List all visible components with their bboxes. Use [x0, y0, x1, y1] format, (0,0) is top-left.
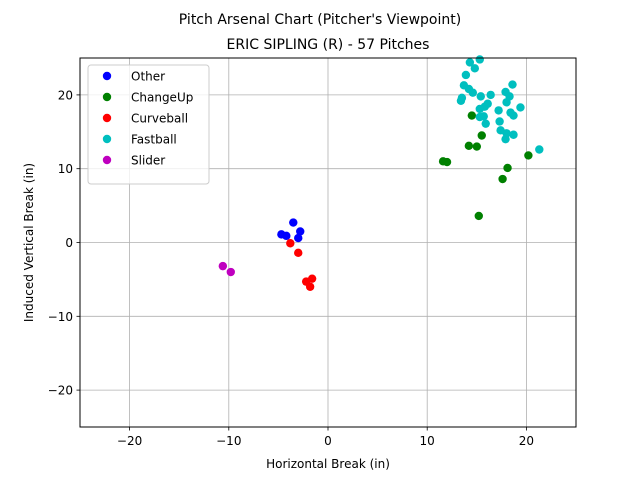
changeup-point — [477, 131, 486, 140]
y-tick-label: 20 — [58, 88, 73, 102]
fastball-point — [465, 58, 475, 67]
fastball-point — [475, 55, 484, 64]
fastball-point — [508, 80, 517, 89]
fastball-point — [494, 106, 503, 115]
legend-label-changeup: ChangeUp — [131, 91, 193, 105]
fastball-point — [456, 96, 466, 106]
legend: Other ChangeUp Curveball Fastball Slider — [87, 64, 210, 185]
y-tick-label: −20 — [48, 384, 73, 398]
x-tick-label: 10 — [420, 434, 435, 448]
chart-suptitle: Pitch Arsenal Chart (Pitcher's Viewpoint… — [179, 12, 461, 28]
fastball-point — [502, 98, 511, 107]
fastball-point — [509, 111, 518, 120]
legend-box — [87, 64, 210, 185]
changeup-point — [467, 111, 477, 120]
other-point — [282, 231, 291, 241]
fastball-point — [468, 88, 478, 97]
changeup-point — [442, 157, 452, 167]
slider-point — [226, 267, 235, 277]
legend-marker-slider — [102, 155, 112, 165]
changeup-point — [503, 163, 512, 173]
legend-marker-changeup — [102, 92, 112, 102]
legend-label-other: Other — [131, 70, 165, 84]
other-point — [289, 218, 298, 227]
fastball-point — [461, 70, 471, 80]
fastball-point — [475, 112, 484, 122]
legend-marker-fastball — [102, 134, 112, 144]
changeup-point — [474, 211, 483, 221]
legend-marker-curveball — [102, 113, 112, 123]
fastball-point — [475, 104, 484, 114]
curveball-point — [286, 239, 295, 248]
x-tick-label: −20 — [117, 434, 142, 448]
x-axis-label: Horizontal Break (in) — [266, 457, 390, 471]
fastball-point — [470, 64, 480, 73]
curveball-point — [294, 248, 303, 258]
fastball-point — [495, 117, 504, 126]
axis-ticks: −20 −10 0 10 20 −20 −10 0 10 20 — [48, 88, 534, 448]
x-tick-label: 20 — [519, 434, 534, 448]
changeup-point — [524, 151, 533, 160]
fastball-point — [481, 119, 490, 128]
fastball-point — [486, 90, 495, 100]
chart-title: ERIC SIPLING (R) - 57 Pitches — [227, 37, 430, 53]
y-tick-label: 0 — [65, 236, 73, 250]
slider-point — [218, 261, 228, 271]
fastball-point — [476, 92, 485, 101]
legend-marker-other — [102, 71, 112, 81]
fastball-point — [535, 145, 544, 154]
curveball-point — [305, 282, 315, 291]
y-tick-label: −10 — [48, 310, 73, 324]
changeup-point — [464, 141, 474, 151]
data-points — [218, 55, 544, 291]
x-tick-label: 0 — [324, 434, 332, 448]
other-point — [296, 227, 305, 236]
other-point — [294, 233, 303, 243]
fastball-point — [516, 103, 525, 112]
changeup-point — [498, 174, 507, 184]
fastball-point — [501, 134, 510, 144]
x-tick-label: −10 — [216, 434, 241, 448]
y-tick-label: 10 — [58, 162, 73, 176]
legend-label-slider: Slider — [131, 154, 165, 168]
changeup-point — [472, 142, 481, 151]
legend-label-fastball: Fastball — [131, 133, 177, 147]
legend-label-curveball: Curveball — [131, 112, 188, 126]
y-axis-label: Induced Vertical Break (in) — [22, 163, 36, 322]
fastball-point — [509, 130, 518, 139]
